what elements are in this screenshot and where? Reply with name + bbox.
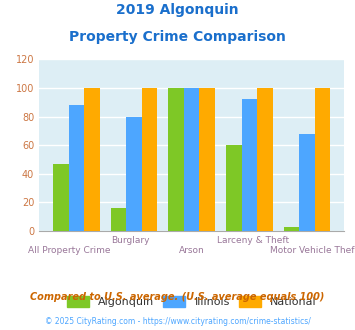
- Text: Property Crime Comparison: Property Crime Comparison: [69, 30, 286, 44]
- Text: 2019 Algonquin: 2019 Algonquin: [116, 3, 239, 17]
- Bar: [142, 88, 157, 231]
- Legend: Algonquin, Illinois, National: Algonquin, Illinois, National: [62, 291, 321, 312]
- Bar: [200, 88, 215, 231]
- Bar: [226, 145, 242, 231]
- Bar: [111, 208, 126, 231]
- Bar: [284, 227, 299, 231]
- Text: Burglary: Burglary: [111, 236, 150, 245]
- Bar: [299, 134, 315, 231]
- Text: Arson: Arson: [179, 246, 204, 255]
- Bar: [168, 88, 184, 231]
- Bar: [126, 116, 142, 231]
- Bar: [315, 88, 331, 231]
- Text: © 2025 CityRating.com - https://www.cityrating.com/crime-statistics/: © 2025 CityRating.com - https://www.city…: [45, 317, 310, 326]
- Bar: [69, 105, 84, 231]
- Bar: [257, 88, 273, 231]
- Bar: [242, 99, 257, 231]
- Text: Compared to U.S. average. (U.S. average equals 100): Compared to U.S. average. (U.S. average …: [30, 292, 325, 302]
- Text: All Property Crime: All Property Crime: [28, 246, 111, 255]
- Bar: [84, 88, 100, 231]
- Bar: [53, 164, 69, 231]
- Text: Larceny & Theft: Larceny & Theft: [217, 236, 289, 245]
- Bar: [184, 88, 200, 231]
- Text: Motor Vehicle Theft: Motor Vehicle Theft: [270, 246, 355, 255]
